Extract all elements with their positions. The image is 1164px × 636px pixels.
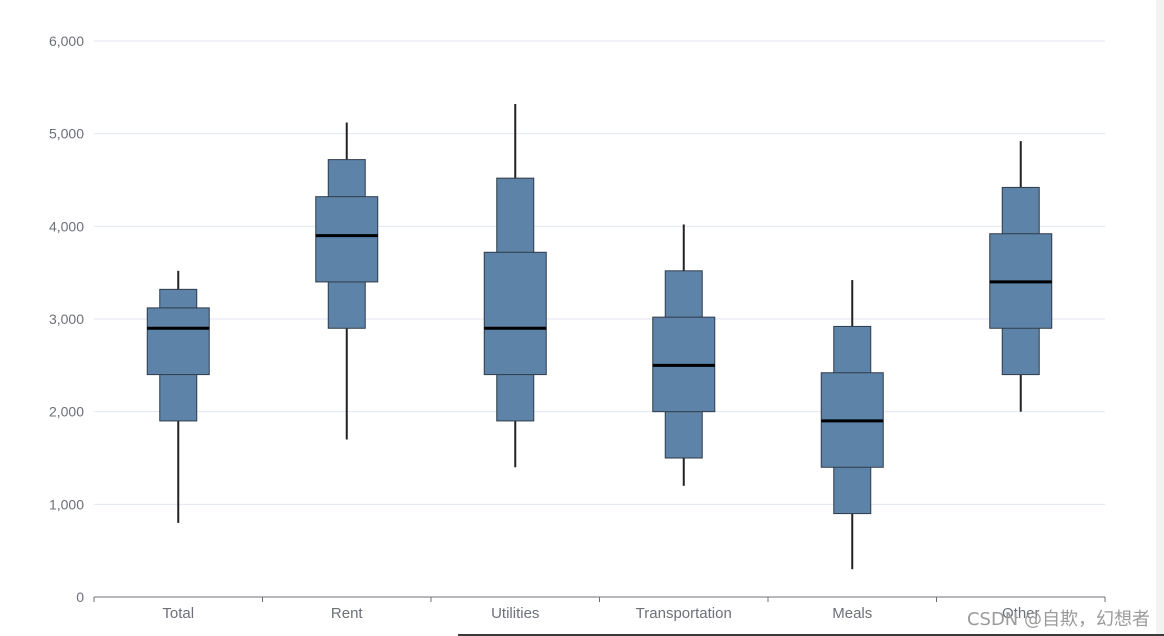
x-tick-label: Meals xyxy=(832,605,872,622)
box-series xyxy=(146,104,1053,570)
x-tick-label: Utilities xyxy=(491,605,539,622)
y-tick-label: 6,000 xyxy=(49,33,84,49)
right-edge-strip xyxy=(1156,0,1164,636)
box-meals xyxy=(820,280,884,570)
y-tick-label: 3,000 xyxy=(49,311,84,327)
x-tick-label: Other xyxy=(1002,605,1040,622)
y-tick-label: 0 xyxy=(76,589,84,605)
x-tick-label: Transportation xyxy=(636,605,732,622)
inner-box xyxy=(483,251,547,376)
grid-lines xyxy=(94,40,1105,505)
box-total xyxy=(146,270,210,523)
inner-box xyxy=(146,307,210,376)
box-transportation xyxy=(652,224,716,486)
y-tick-label: 4,000 xyxy=(49,218,84,234)
x-tick-label: Rent xyxy=(331,605,364,622)
y-tick-label: 2,000 xyxy=(49,404,84,420)
watermark: CSDN @自欺，幻想者 xyxy=(966,609,1150,630)
inner-box xyxy=(315,196,379,283)
x-axis: Total Rent Utilities Transportation Meals Oth… xyxy=(93,596,1106,622)
box-utilities xyxy=(483,104,547,468)
box-other xyxy=(989,141,1053,412)
y-tick-label: 1,000 xyxy=(49,496,84,512)
y-tick-label: 5,000 xyxy=(49,126,84,142)
bottom-rule xyxy=(458,634,1164,636)
box-rent xyxy=(315,122,379,440)
y-axis: 0 1,000 2,000 3,000 4,000 5,000 6,000 xyxy=(49,33,84,605)
x-tick-label: Total xyxy=(162,605,194,622)
